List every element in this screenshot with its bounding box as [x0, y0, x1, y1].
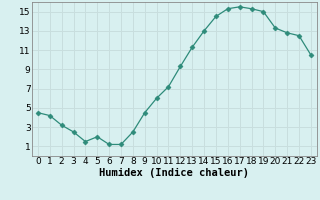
X-axis label: Humidex (Indice chaleur): Humidex (Indice chaleur) — [100, 168, 249, 178]
